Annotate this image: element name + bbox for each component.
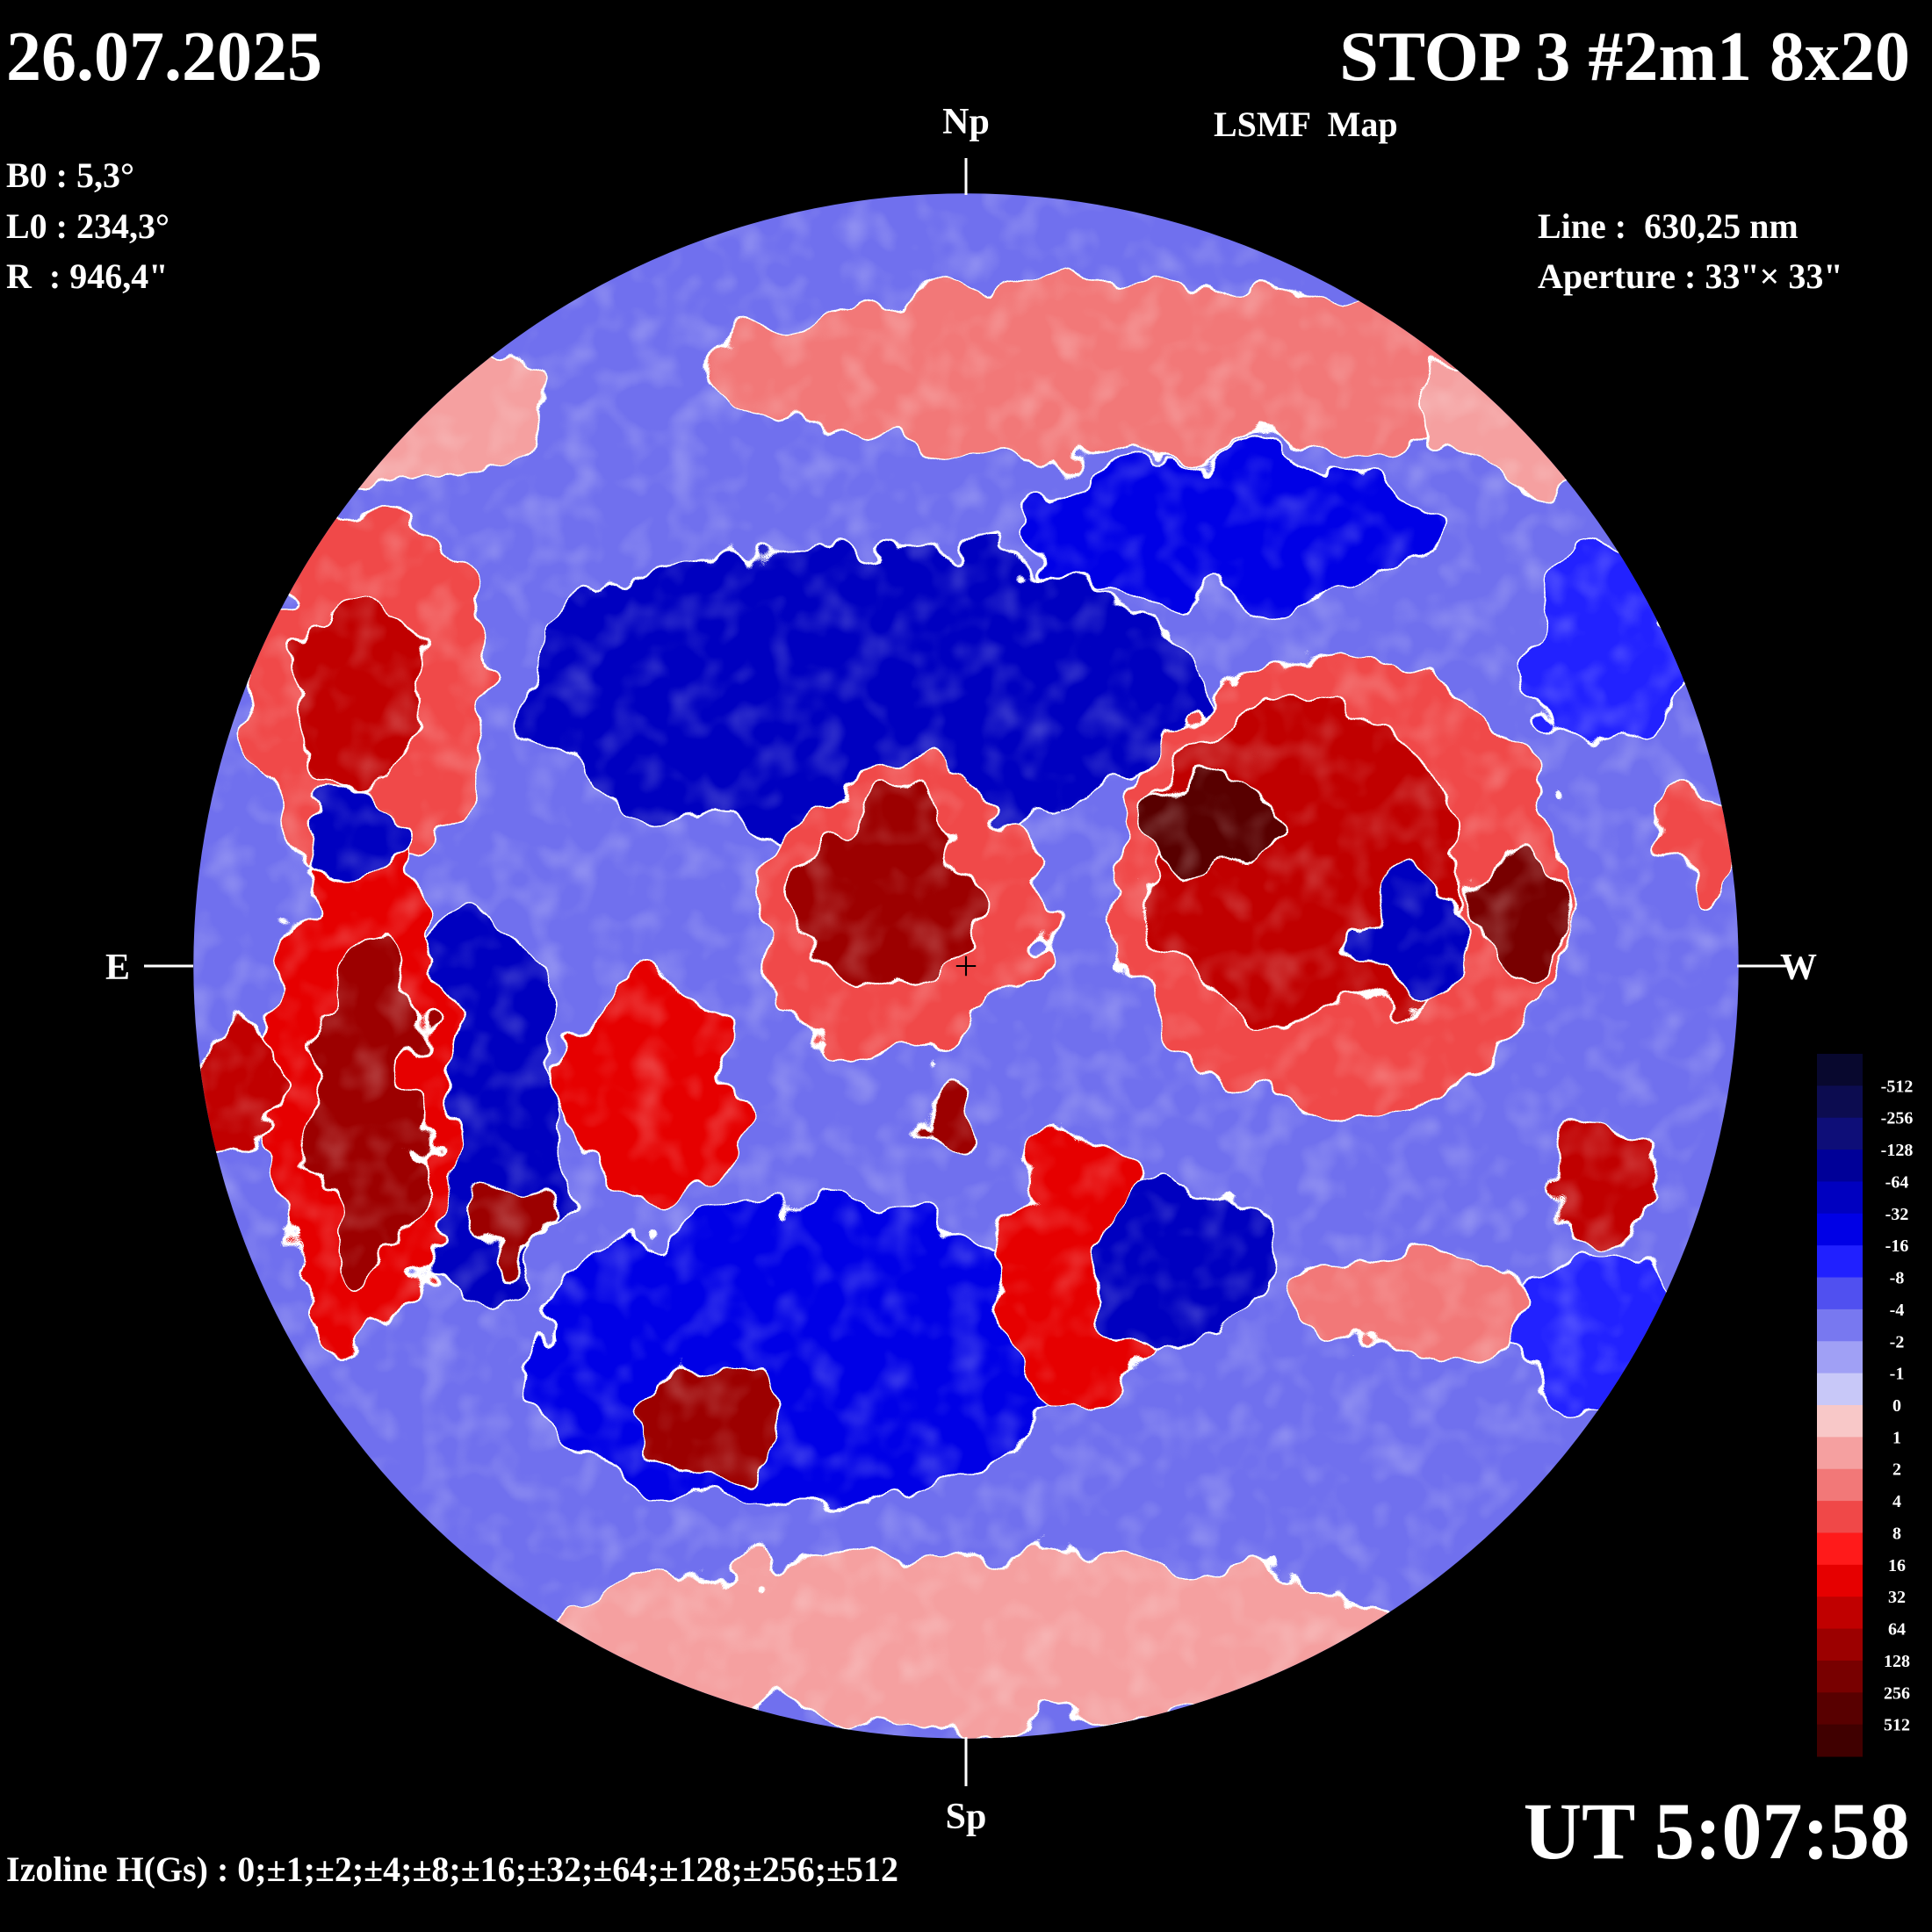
colorbar-label: -4 — [1890, 1301, 1905, 1320]
colorbar-label: 1 — [1892, 1428, 1901, 1447]
subtitle: LSMF Map — [1214, 105, 1398, 144]
parameter: R : 946,4" — [6, 256, 168, 296]
colorbar-label: 32 — [1888, 1588, 1906, 1607]
west-label: W — [1780, 948, 1817, 988]
instrument: Aperture : 33"× 33" — [1538, 256, 1843, 296]
colorbar-band — [1817, 1245, 1863, 1279]
colorbar-label: -16 — [1885, 1236, 1909, 1256]
colorbar-band — [1817, 1501, 1863, 1533]
colorbar-band — [1817, 1085, 1863, 1119]
colorbar-label: 64 — [1888, 1620, 1906, 1640]
colorbar-label: -512 — [1881, 1077, 1914, 1096]
colorbar-band — [1817, 1341, 1863, 1374]
colorbar-label: -2 — [1890, 1332, 1905, 1352]
colorbar-label: -256 — [1881, 1109, 1914, 1128]
colorbar-label: 0 — [1892, 1396, 1901, 1416]
colorbar-band — [1817, 1564, 1863, 1597]
colorbar-label: -1 — [1890, 1365, 1905, 1384]
colorbar-label: -64 — [1885, 1172, 1909, 1192]
colorbar-band — [1817, 1150, 1863, 1182]
colorbar-band — [1817, 1532, 1863, 1566]
time: UT 5:07:58 — [1524, 1786, 1910, 1876]
colorbar-band — [1817, 1724, 1863, 1757]
colorbar-band — [1817, 1692, 1863, 1726]
south-label: Sp — [946, 1797, 987, 1837]
east-label: E — [105, 948, 130, 988]
title: STOP 3 #2m1 8x20 — [1339, 18, 1910, 96]
colorbar-band — [1817, 1054, 1863, 1086]
colorbar-label: 128 — [1884, 1652, 1910, 1671]
parameter: B0 : 5,3° — [6, 155, 134, 195]
colorbar-label: 8 — [1892, 1524, 1901, 1543]
colorbar-band — [1817, 1437, 1863, 1470]
colorbar-band — [1817, 1468, 1863, 1502]
colorbar-band — [1817, 1597, 1863, 1630]
colorbar-label: -8 — [1890, 1269, 1905, 1288]
colorbar-label: 16 — [1888, 1556, 1906, 1575]
colorbar-band — [1817, 1277, 1863, 1310]
colorbar-band — [1817, 1213, 1863, 1246]
colorbar-band — [1817, 1373, 1863, 1406]
instrument: Line : 630,25 nm — [1538, 206, 1799, 246]
colorbar-band — [1817, 1628, 1863, 1662]
colorbar-band — [1817, 1181, 1863, 1215]
colorbar-label: 256 — [1884, 1683, 1910, 1703]
colorbar-band — [1817, 1660, 1863, 1693]
colorbar-label: -128 — [1881, 1141, 1914, 1160]
colorbar-band — [1817, 1117, 1863, 1150]
colorbar: -512 -256 -128 -64 -32 -16 -8 -4 -2 -1 0 1 2 4 8 16 32 64… — [1817, 1054, 1913, 1757]
colorbar-label: 2 — [1892, 1460, 1901, 1480]
date: 26.07.2025 — [6, 18, 322, 96]
colorbar-label: 512 — [1884, 1716, 1910, 1735]
parameter: L0 : 234,3° — [6, 206, 169, 246]
colorbar-label: -32 — [1885, 1205, 1909, 1224]
footer: Izoline H(Gs) : 0;±1;±2;±4;±8;±16;±32;±6… — [6, 1849, 898, 1889]
north-label: Np — [942, 102, 990, 142]
colorbar-label: 4 — [1892, 1492, 1901, 1511]
colorbar-band — [1817, 1405, 1863, 1438]
colorbar-band — [1817, 1308, 1863, 1342]
